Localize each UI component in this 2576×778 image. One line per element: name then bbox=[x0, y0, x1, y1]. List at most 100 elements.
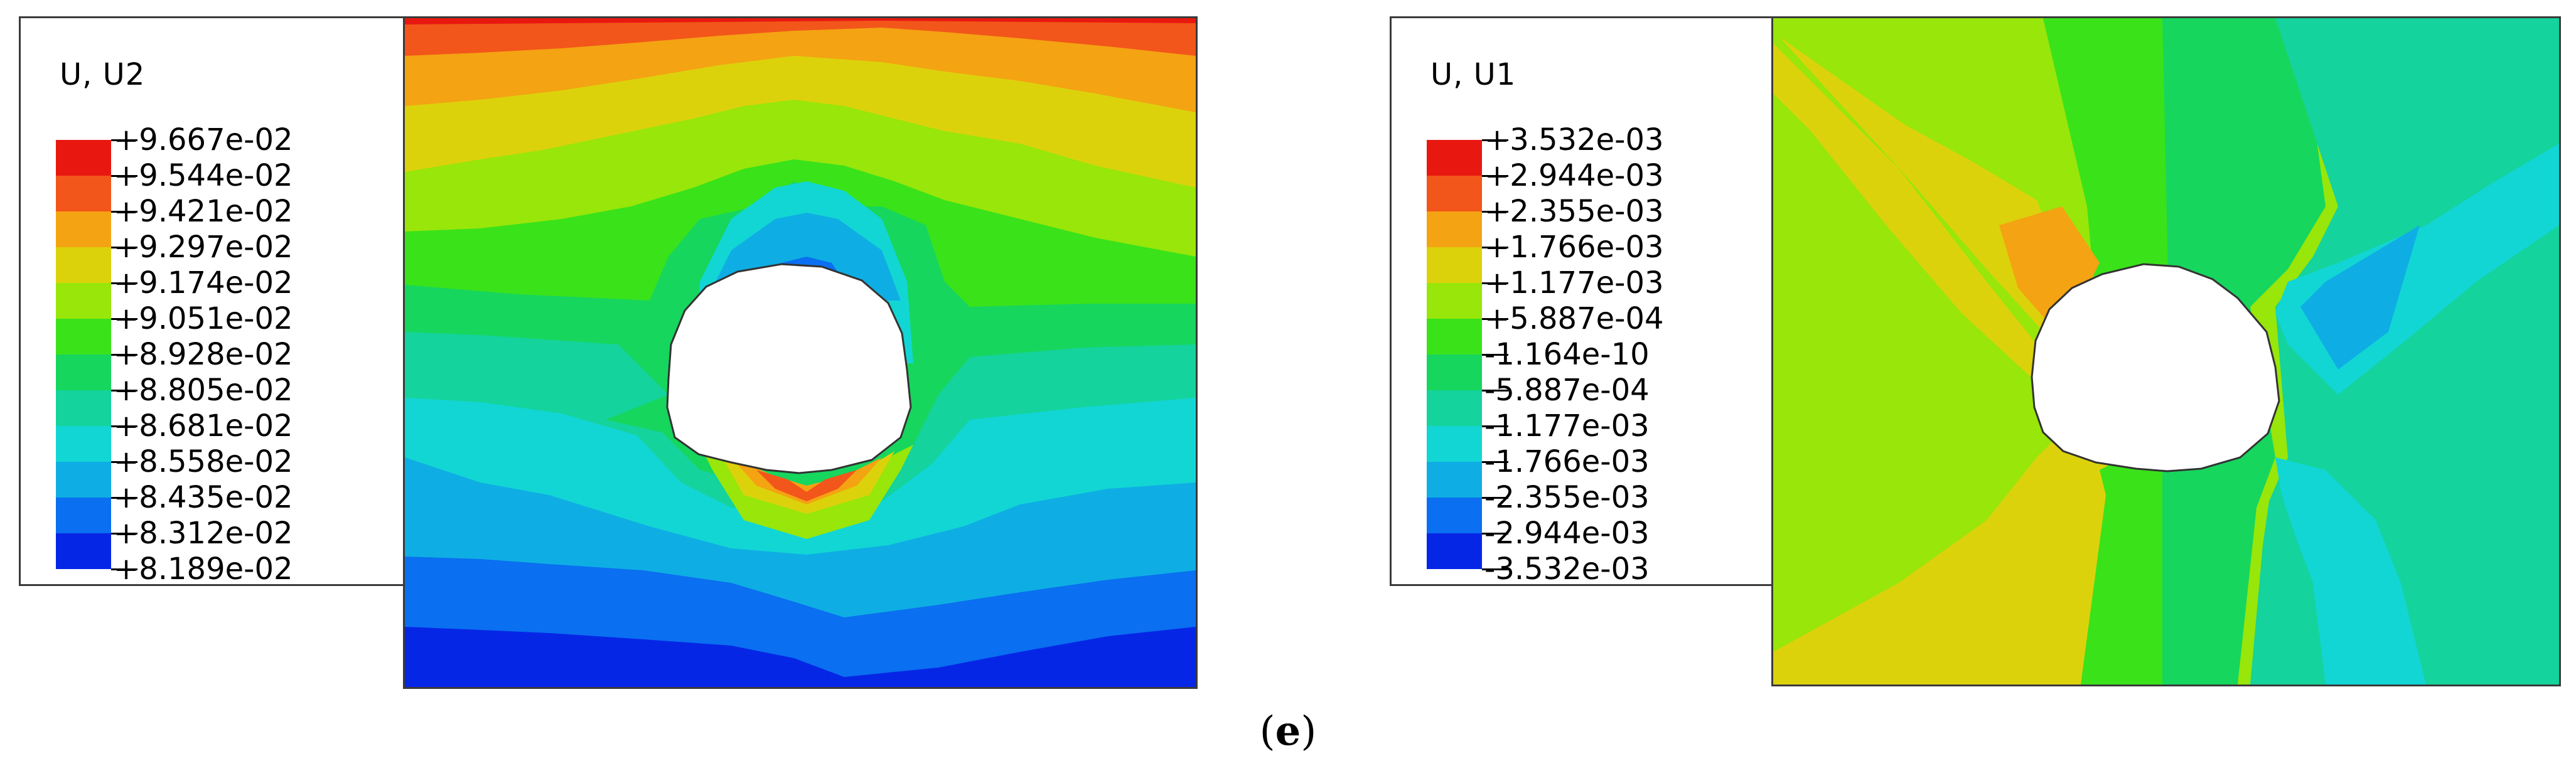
u2-tick bbox=[111, 282, 137, 284]
u1-tick bbox=[1482, 211, 1508, 213]
u2-swatch-7 bbox=[56, 354, 111, 390]
u2-swatch-6 bbox=[56, 319, 111, 354]
u2-swatch-8 bbox=[56, 390, 111, 426]
u2-tick bbox=[111, 247, 137, 248]
u1-tick bbox=[1482, 139, 1508, 141]
u1-legend-label: -3.532e-03 bbox=[1484, 552, 1650, 587]
u1-swatch-6 bbox=[1427, 319, 1482, 354]
u1-legend-label: -1.177e-03 bbox=[1484, 408, 1650, 444]
caption-letter: e bbox=[1275, 708, 1301, 755]
u2-swatch-12 bbox=[56, 533, 111, 569]
caption-close: ) bbox=[1301, 708, 1317, 755]
figure-caption: (e) bbox=[0, 708, 2576, 755]
u1-legend-label: -5.887e-04 bbox=[1484, 373, 1650, 408]
u1-legend-label: +5.887e-04 bbox=[1484, 301, 1664, 336]
u2-tick bbox=[111, 568, 137, 570]
u2-swatch-10 bbox=[56, 462, 111, 498]
u1-swatch-9 bbox=[1427, 426, 1482, 462]
u2-tick bbox=[111, 533, 137, 535]
u2-tick bbox=[111, 461, 137, 463]
u2-swatch-2 bbox=[56, 176, 111, 211]
u2-legend-label: +8.681e-02 bbox=[114, 408, 293, 444]
u1-legend-label: +1.177e-03 bbox=[1484, 265, 1664, 301]
u1-contour-plot bbox=[1771, 16, 2561, 686]
u1-legend-title: U, U1 bbox=[1430, 57, 1516, 92]
u1-band-yellow-lower-center bbox=[2037, 426, 2125, 685]
u2-swatch-1 bbox=[56, 140, 111, 176]
u2-swatch-5 bbox=[56, 283, 111, 319]
u1-band-cyan-lower-right bbox=[2275, 457, 2426, 685]
u2-legend-title: U, U2 bbox=[60, 57, 146, 92]
u2-band-1 bbox=[405, 18, 1196, 24]
u1-tick bbox=[1482, 354, 1508, 356]
u1-band-yellow-lower-left bbox=[1773, 426, 2087, 685]
u2-tick bbox=[111, 425, 137, 427]
u2-legend-label: +8.312e-02 bbox=[114, 516, 293, 551]
u1-swatch-7 bbox=[1427, 354, 1482, 390]
u2-legend-label: +9.174e-02 bbox=[114, 265, 293, 301]
u2-contour-svg bbox=[405, 18, 1196, 687]
u2-legend-label: +8.805e-02 bbox=[114, 373, 293, 408]
u2-swatch-9 bbox=[56, 426, 111, 462]
u1-tunnel-opening bbox=[2031, 263, 2280, 472]
u1-color-scale bbox=[1427, 139, 1508, 570]
u2-tick bbox=[111, 497, 137, 499]
u1-tick bbox=[1482, 533, 1508, 535]
u1-tick bbox=[1482, 247, 1508, 248]
u1-swatch-8 bbox=[1427, 390, 1482, 426]
u2-legend-label: +9.667e-02 bbox=[114, 122, 293, 157]
u2-legend-label: +8.435e-02 bbox=[114, 480, 293, 515]
u1-legend-label: -2.944e-03 bbox=[1484, 516, 1650, 551]
u1-legend-label: +2.355e-03 bbox=[1484, 194, 1664, 229]
u2-swatch-11 bbox=[56, 498, 111, 533]
u2-legend-label: +8.189e-02 bbox=[114, 552, 293, 587]
u2-ring-invert bbox=[700, 445, 913, 539]
u2-swatch-4 bbox=[56, 247, 111, 283]
u2-legend-label: +9.421e-02 bbox=[114, 194, 293, 229]
u1-swatch-2 bbox=[1427, 176, 1482, 211]
u2-legend-label: +8.558e-02 bbox=[114, 444, 293, 479]
u1-swatch-10 bbox=[1427, 462, 1482, 498]
u2-tick bbox=[111, 211, 137, 213]
u1-swatch-5 bbox=[1427, 283, 1482, 319]
u2-color-scale bbox=[56, 139, 137, 570]
u2-legend-label: +9.297e-02 bbox=[114, 230, 293, 265]
u2-legend: U, U2 +9.66 bbox=[19, 16, 408, 586]
u1-swatch-1 bbox=[1427, 140, 1482, 176]
u1-tick bbox=[1482, 390, 1508, 392]
u2-swatch-3 bbox=[56, 211, 111, 247]
u1-band-yellow-upper-left bbox=[1773, 43, 2043, 388]
u2-legend-label: +9.544e-02 bbox=[114, 158, 293, 193]
u2-tick bbox=[111, 139, 137, 141]
u2-ring-invert-2 bbox=[719, 451, 894, 514]
u1-tick bbox=[1482, 175, 1508, 177]
u1-tick bbox=[1482, 497, 1508, 499]
u2-tick bbox=[111, 175, 137, 177]
u1-legend-label: +2.944e-03 bbox=[1484, 158, 1664, 193]
u1-legend-label: -1.766e-03 bbox=[1484, 444, 1650, 479]
u1-legend-label: -1.164e-10 bbox=[1484, 337, 1650, 372]
u1-legend-label: -2.355e-03 bbox=[1484, 480, 1650, 515]
u1-legend-label: +3.532e-03 bbox=[1484, 122, 1664, 157]
u1-swatch-12 bbox=[1427, 533, 1482, 569]
u2-legend-label: +8.928e-02 bbox=[114, 337, 293, 372]
u1-tick bbox=[1482, 461, 1508, 463]
u1-tick bbox=[1482, 282, 1508, 284]
u1-tick bbox=[1482, 568, 1508, 570]
u2-contour-plot bbox=[403, 16, 1198, 689]
caption-open: ( bbox=[1259, 708, 1275, 755]
u1-legend-label: +1.766e-03 bbox=[1484, 230, 1664, 265]
u2-ring-invert-core bbox=[756, 470, 857, 501]
u2-tick bbox=[111, 390, 137, 392]
u1-tick bbox=[1482, 318, 1508, 320]
u2-legend-label: +9.051e-02 bbox=[114, 301, 293, 336]
u1-swatch-11 bbox=[1427, 498, 1482, 533]
u2-tick bbox=[111, 354, 137, 356]
u2-band-2 bbox=[405, 18, 1196, 56]
u2-tunnel-opening bbox=[666, 263, 912, 474]
u1-band-yellow-upper-left-2 bbox=[1779, 37, 2068, 338]
u2-tick bbox=[111, 318, 137, 320]
u1-contour-svg bbox=[1773, 18, 2559, 685]
u1-legend: U, U1 +3.53 bbox=[1390, 16, 1779, 586]
u1-swatch-3 bbox=[1427, 211, 1482, 247]
